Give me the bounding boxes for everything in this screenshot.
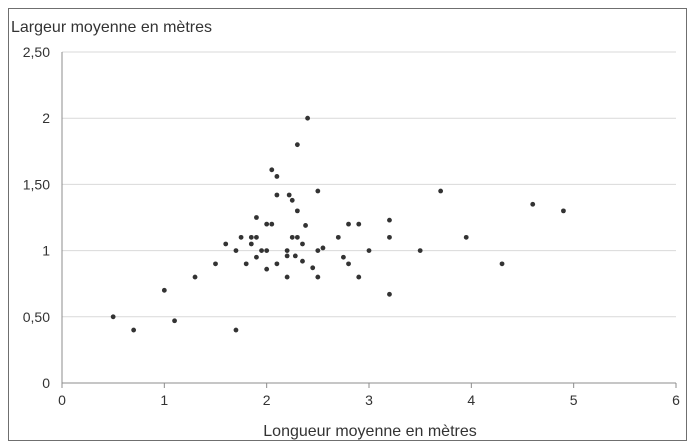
data-point xyxy=(264,248,270,254)
y-axis-title: Largeur moyenne en mètres xyxy=(11,19,212,36)
x-tick-label: 4 xyxy=(467,392,475,408)
data-point xyxy=(356,221,362,227)
data-point xyxy=(131,327,137,333)
data-point xyxy=(310,265,316,271)
data-point xyxy=(213,261,218,267)
y-tick-label: 0 xyxy=(42,375,50,391)
data-point xyxy=(300,241,305,247)
data-point xyxy=(315,248,321,254)
x-tick-label: 3 xyxy=(365,392,373,408)
data-point xyxy=(192,274,198,280)
data-point xyxy=(284,274,290,280)
data-point xyxy=(161,287,167,293)
data-point xyxy=(274,261,280,267)
data-points xyxy=(110,115,566,333)
x-tick-label: 6 xyxy=(672,392,680,408)
data-point xyxy=(300,258,305,264)
data-point xyxy=(438,188,444,194)
data-point xyxy=(294,208,300,214)
data-point xyxy=(315,274,321,280)
x-tick-label: 2 xyxy=(263,392,271,408)
scatter-chart: 0 0,50 1 1,50 2 2,50 0 1 2 3 4 5 6 Largeur moyenne … xyxy=(11,19,680,440)
y-tick-labels: 0 0,50 1 1,50 2 2,50 xyxy=(23,44,50,391)
chart-frame: 0 0,50 1 1,50 2 2,50 0 1 2 3 4 5 6 Largeur moyenne … xyxy=(8,8,687,441)
data-point xyxy=(305,115,310,121)
data-point xyxy=(499,261,505,267)
data-point xyxy=(233,248,239,254)
data-point xyxy=(366,248,372,254)
data-point xyxy=(530,201,536,207)
data-point xyxy=(254,234,259,240)
data-point xyxy=(387,291,392,297)
data-point xyxy=(346,221,351,227)
data-point xyxy=(463,234,469,240)
data-point xyxy=(243,261,249,267)
data-point xyxy=(387,234,392,240)
data-point xyxy=(303,223,308,228)
data-point xyxy=(254,254,259,260)
data-point xyxy=(248,234,254,240)
data-point xyxy=(417,248,423,254)
data-point xyxy=(341,254,346,260)
y-tick-label: 0,50 xyxy=(23,309,50,325)
data-point xyxy=(238,234,244,240)
data-point xyxy=(346,261,351,267)
y-tick-label: 2 xyxy=(42,110,50,126)
data-point xyxy=(172,318,177,324)
data-point xyxy=(294,142,300,148)
data-point xyxy=(264,266,270,272)
data-point xyxy=(294,234,300,240)
data-point xyxy=(110,314,116,320)
y-tick-label: 2,50 xyxy=(23,44,50,60)
gridlines xyxy=(62,51,676,318)
data-point xyxy=(335,234,341,240)
x-axis-title: Longueur moyenne en mètres xyxy=(263,423,476,440)
data-point xyxy=(284,248,290,254)
data-point xyxy=(320,245,326,251)
data-point xyxy=(269,221,275,227)
axes xyxy=(61,52,677,388)
data-point xyxy=(292,253,298,259)
data-point xyxy=(223,241,229,247)
data-point xyxy=(387,217,392,223)
data-point xyxy=(315,188,321,194)
y-tick-label: 1 xyxy=(42,243,50,259)
data-point xyxy=(269,167,275,173)
data-point xyxy=(561,208,566,214)
data-point xyxy=(259,248,264,254)
data-point xyxy=(274,174,280,179)
x-tick-label: 1 xyxy=(160,392,168,408)
data-point xyxy=(289,234,295,240)
data-point xyxy=(289,197,295,203)
data-point xyxy=(356,274,362,280)
data-point xyxy=(286,192,292,198)
data-point xyxy=(264,221,270,227)
data-point xyxy=(254,215,259,220)
data-point xyxy=(284,253,290,259)
data-point xyxy=(248,241,254,247)
data-point xyxy=(233,327,239,333)
data-point xyxy=(274,192,280,198)
x-tick-labels: 0 1 2 3 4 5 6 xyxy=(58,392,680,408)
x-tick-label: 5 xyxy=(570,392,578,408)
x-tick-label: 0 xyxy=(58,392,66,408)
y-tick-label: 1,50 xyxy=(23,176,50,192)
